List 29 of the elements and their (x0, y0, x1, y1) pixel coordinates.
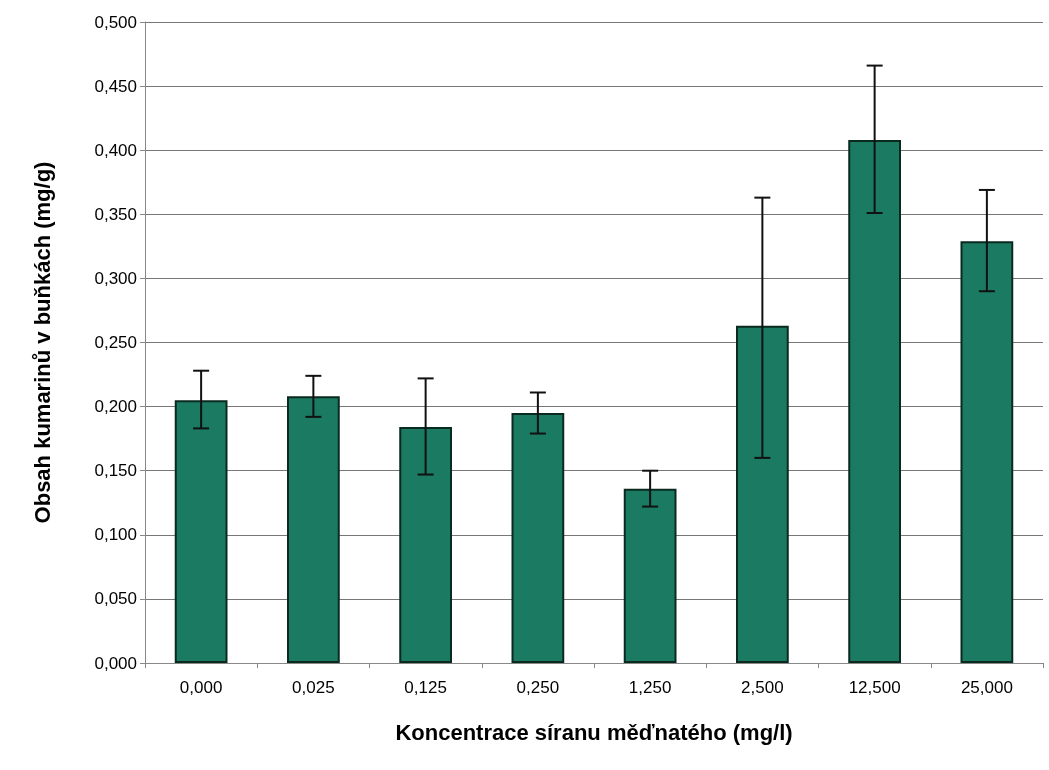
y-tick-label: 0,000 (94, 653, 137, 673)
bar (399, 427, 452, 663)
x-tick-label: 0,000 (179, 678, 223, 697)
y-tick-label: 0,350 (94, 204, 137, 224)
x-tick-label: 0,025 (292, 678, 335, 697)
y-tick-label: 0,400 (94, 140, 137, 160)
x-tick-label: 0,125 (404, 678, 447, 697)
bar (848, 139, 901, 663)
y-tick-label: 0,200 (94, 397, 137, 417)
x-tick-label: 12,500 (848, 678, 901, 697)
bar (511, 413, 565, 663)
bar (736, 325, 789, 663)
x-tick-label: 25,000 (960, 678, 1013, 697)
bar (960, 241, 1014, 663)
y-tick-label: 0,250 (94, 333, 137, 352)
y-tick-label: 0,100 (94, 525, 137, 545)
x-axis-title: Koncentrace síranu měďnatého (mg/l) (395, 719, 793, 745)
y-tick-label: 0,150 (94, 461, 137, 481)
x-tick-label: 2,500 (741, 678, 784, 697)
x-tick-label: 1,250 (628, 678, 672, 697)
x-tick-label: 0,250 (516, 678, 560, 697)
y-tick-label: 0,450 (94, 76, 137, 96)
y-tick-label: 0,500 (94, 12, 137, 32)
bar (287, 396, 340, 663)
y-axis-title: Obsah kumarinů v buňkách (mg/g) (29, 161, 55, 524)
y-tick-label: 0,050 (94, 589, 137, 609)
bar (623, 488, 677, 663)
bar (174, 400, 228, 663)
y-tick-label: 0,300 (94, 268, 137, 288)
